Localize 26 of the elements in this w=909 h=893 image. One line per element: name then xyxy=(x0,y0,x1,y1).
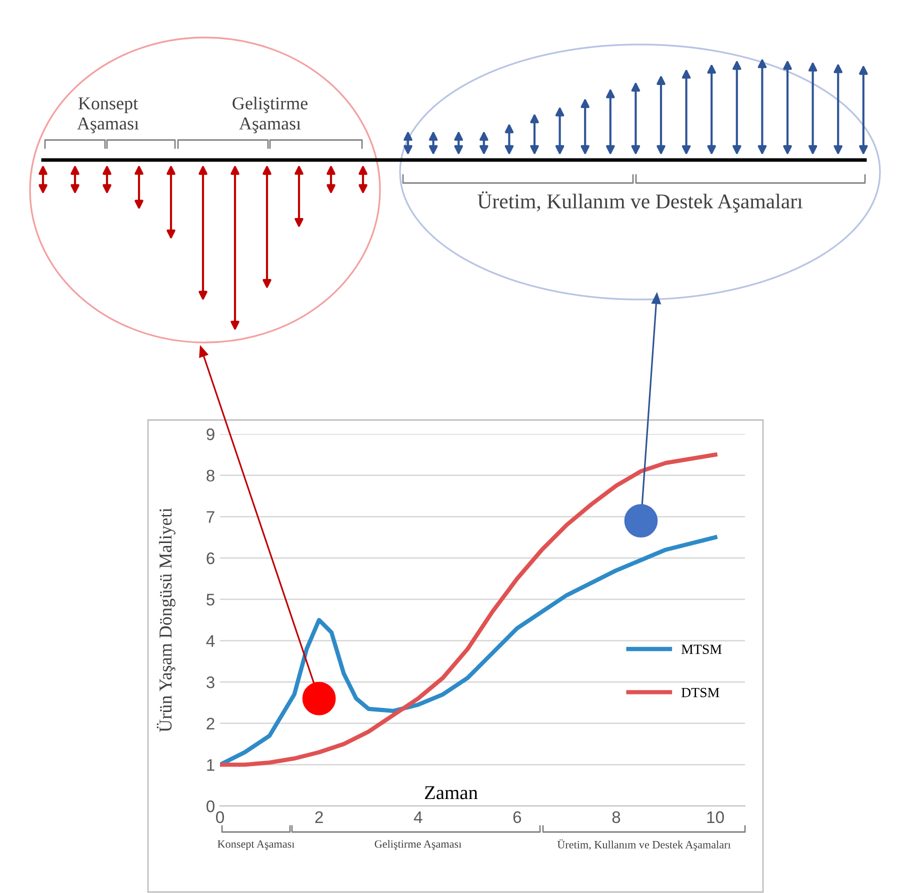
legend-label: MTSM xyxy=(681,644,722,654)
y-tick-label: 8 xyxy=(206,470,214,482)
text: Üretim, Kullanım ve Destek Aşamaları xyxy=(557,839,731,851)
y-tick-label: 7 xyxy=(206,511,214,523)
y-tick-label: 4 xyxy=(206,635,215,647)
y-tick-label: 5 xyxy=(206,594,214,606)
x-tick-label: 2 xyxy=(315,811,323,823)
y-tick-label: 2 xyxy=(206,718,214,730)
x-tick-label: 0 xyxy=(216,811,224,824)
text: Konsept Aşaması xyxy=(77,97,139,134)
text: Konsept Aşaması xyxy=(218,840,295,850)
y-tick-label: 6 xyxy=(206,552,214,564)
y-tick-label: 1 xyxy=(207,759,214,771)
x-tick-label: 8 xyxy=(612,811,620,824)
legend-label: DTSM xyxy=(681,688,720,698)
x-tick-label: 6 xyxy=(513,811,522,824)
y-tick-label: 9 xyxy=(206,428,214,440)
text: Geliştirme Aşaması xyxy=(374,840,462,850)
text: Geliştirme Aşaması xyxy=(232,96,308,134)
x-tick-label: 10 xyxy=(707,811,724,824)
x-axis-title: Zaman xyxy=(424,786,478,800)
text: Üretim, Kullanım ve Destek Aşamaları xyxy=(478,191,802,213)
y-tick-label: 0 xyxy=(206,800,214,812)
x-tick-label: 4 xyxy=(414,811,422,823)
y-axis-title: Ürün Yaşam Döngüsü Maliyeti xyxy=(156,508,176,732)
y-tick-label: 3 xyxy=(206,676,214,688)
